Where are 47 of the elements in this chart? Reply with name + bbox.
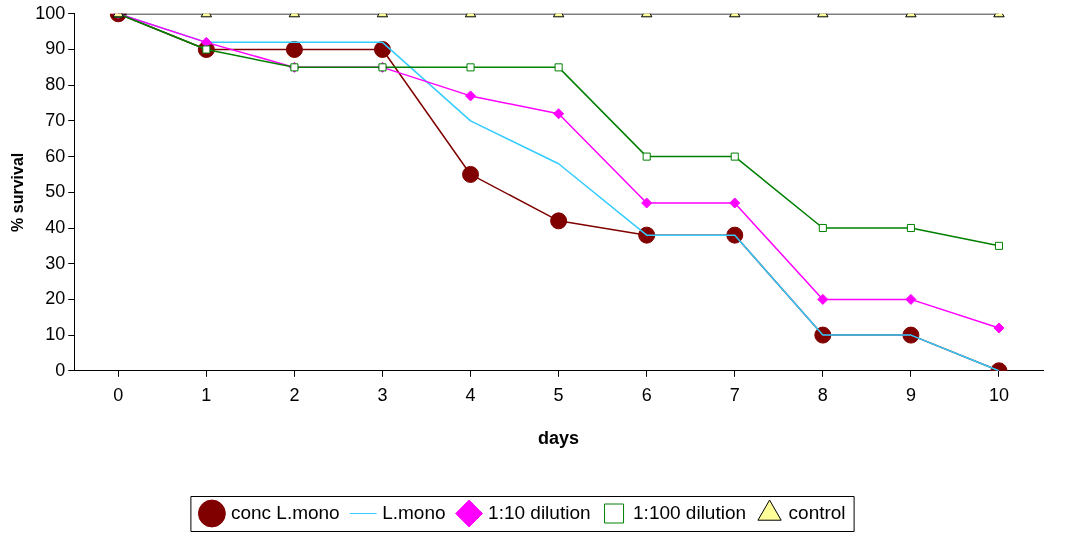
y-tick-label: 60 [45,145,66,166]
point [993,322,1005,334]
point [641,197,653,209]
point [905,293,917,305]
point [285,41,303,58]
legend-label: L.mono [382,501,446,523]
legend-label: control [788,501,846,523]
y-tick-label: 40 [45,216,66,237]
x-tick-label: 9 [905,384,916,405]
y-tick-label: 90 [45,38,66,59]
point [994,241,1003,250]
y-tick-label: 20 [45,288,66,309]
point [642,152,651,161]
x-tick-label: 0 [113,384,124,405]
x-tick-label: 6 [641,384,652,405]
x-axis-title: days [538,428,580,449]
point [554,63,563,72]
y-tick-label: 0 [55,359,66,380]
point [730,152,739,161]
x-tick-label: 3 [377,384,388,405]
y-tick-label: 100 [35,2,66,23]
point [906,223,915,233]
y-tick-label: 30 [45,252,66,273]
y-tick-label: 10 [45,324,66,345]
point [817,293,829,305]
point [550,212,568,230]
legend-label: 1:10 dilution [488,501,591,523]
y-tick-label: 80 [45,74,66,95]
point [553,108,565,120]
x-tick-label: 2 [289,384,300,405]
point [465,90,477,102]
x-tick-label: 5 [553,384,564,405]
y-tick-label: 50 [45,181,66,202]
x-tick-label: 10 [988,384,1009,405]
x-tick-label: 4 [465,384,476,405]
point [373,41,391,58]
point [729,197,741,209]
legend-label: 1:100 dilution [633,501,747,523]
legend-label: conc L.mono [230,501,340,523]
x-tick-label: 7 [729,384,740,405]
x-tick-label: 8 [817,384,828,405]
point [818,223,827,233]
y-axis-title: % survival [9,152,27,232]
y-tick-label: 70 [45,109,66,130]
point [466,63,475,72]
x-tick-label: 1 [201,384,212,405]
point [462,165,480,183]
